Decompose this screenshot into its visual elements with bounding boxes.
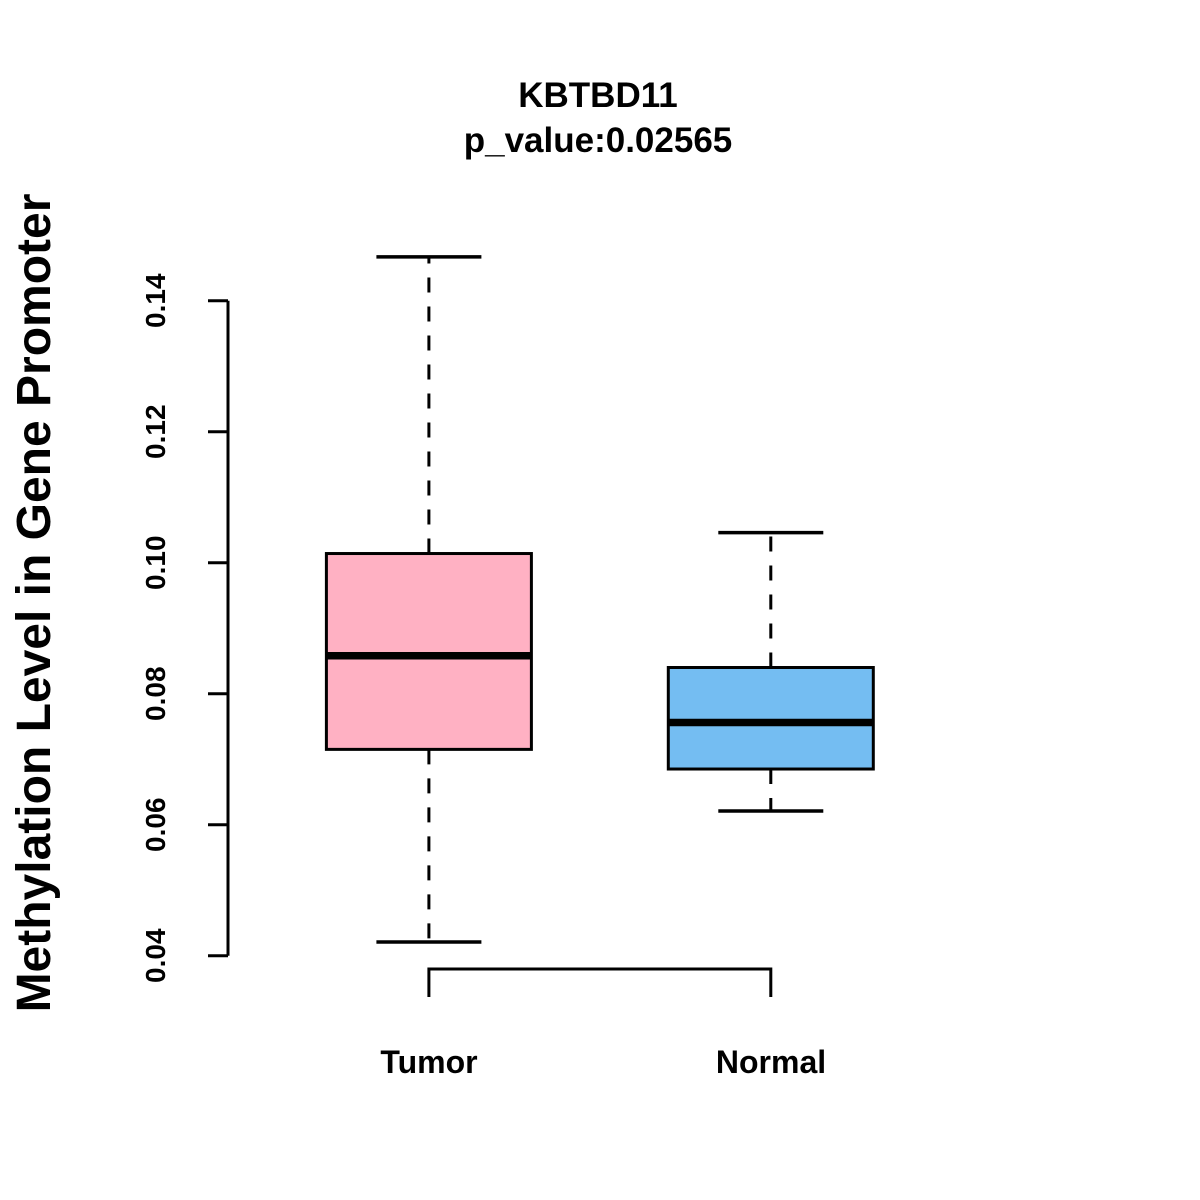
iqr-box [666, 666, 875, 771]
chart-subtitle: p_value:0.02565 [464, 121, 733, 160]
x-category-label-normal: Normal [716, 1044, 826, 1080]
chart-title: KBTBD11 [518, 76, 677, 115]
box-group-tumor [324, 255, 533, 944]
y-axis: 0.04 0.06 0.08 0.10 0.12 0.14 [140, 273, 230, 983]
y-axis-tick-label: 0.12 [140, 404, 171, 459]
box-group-normal [666, 530, 875, 813]
y-axis-tick-label: 0.08 [140, 666, 171, 721]
x-axis [427, 967, 773, 997]
x-axis-bracket [427, 967, 773, 997]
x-category-label-tumor: Tumor [380, 1044, 477, 1080]
y-axis-tick-label: 0.04 [140, 928, 171, 983]
iqr-box [324, 552, 533, 751]
boxplot-series [324, 255, 875, 944]
y-axis-tick-label: 0.10 [140, 535, 171, 590]
y-axis-tick-label: 0.14 [140, 273, 171, 328]
y-axis-tick-label: 0.06 [140, 797, 171, 852]
y-axis-title: Methylation Level in Gene Promoter [8, 194, 61, 1013]
